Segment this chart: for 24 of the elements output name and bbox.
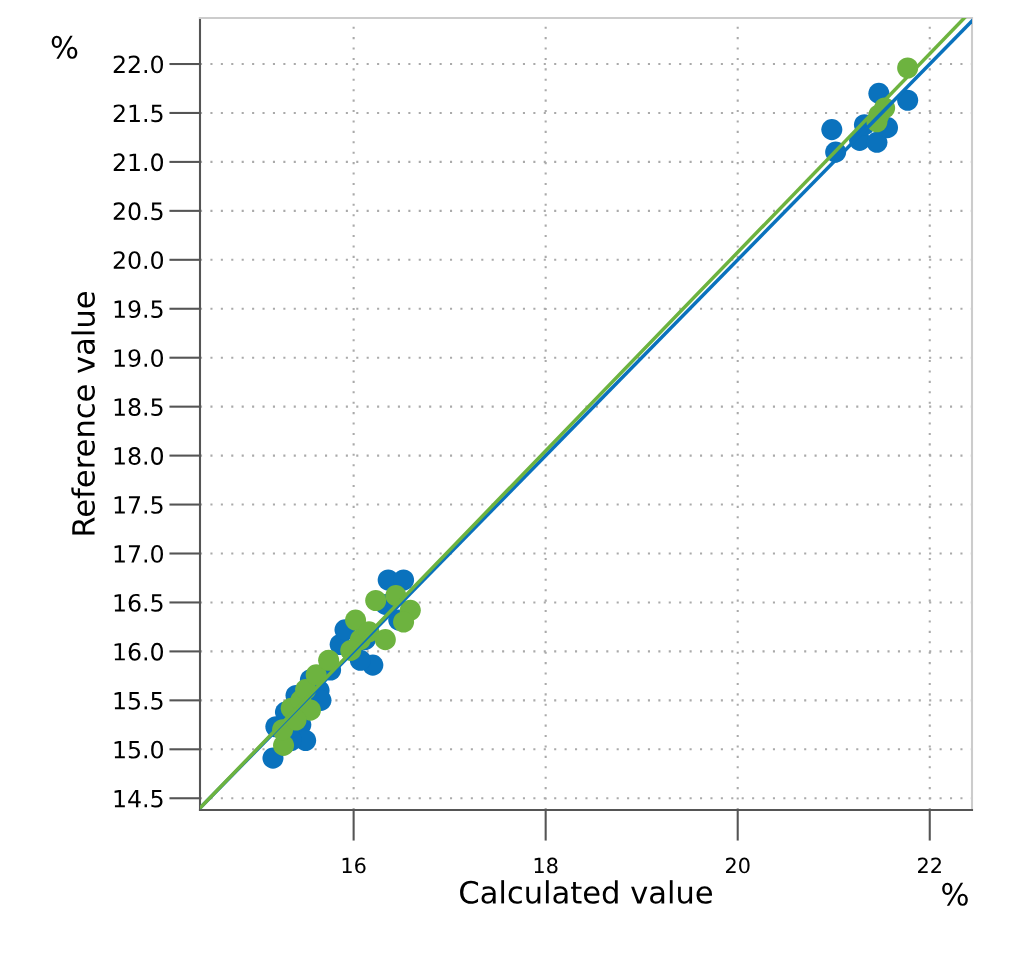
x-tick-label: 22 [918, 857, 941, 874]
y-axis-title: Reference value [71, 292, 95, 535]
y-tick-label: 17.5 [114, 496, 163, 514]
x-axis-title: Calculated value [460, 880, 713, 904]
y-tick-label: 20.0 [113, 251, 164, 270]
y-tick-label: 20.5 [113, 202, 163, 221]
x-tick-label: 20 [725, 857, 750, 874]
y-tick-label: 22.0 [113, 55, 164, 74]
y-tick-label: 16.5 [114, 593, 163, 612]
y-tick-label: 19.5 [114, 300, 163, 319]
y-tick-label: 15.5 [114, 692, 163, 710]
y-tick-label: 21.5 [113, 104, 163, 123]
text: % [51, 35, 78, 59]
y-tick-label: 18.5 [114, 398, 163, 416]
y-tick-label: 18.0 [114, 447, 164, 465]
y-tick-label: 15.0 [114, 740, 164, 759]
y-tick-label: 14.5 [114, 790, 163, 808]
y-tick-label: 19.0 [114, 349, 164, 368]
y-tick-label: 21.0 [113, 153, 164, 172]
y-tick-label: 17.0 [114, 544, 164, 563]
y-tick-label: 16.0 [114, 642, 164, 661]
x-tick-label: 16 [342, 857, 366, 874]
text: % [942, 882, 968, 906]
x-tick-label: 18 [534, 857, 558, 874]
